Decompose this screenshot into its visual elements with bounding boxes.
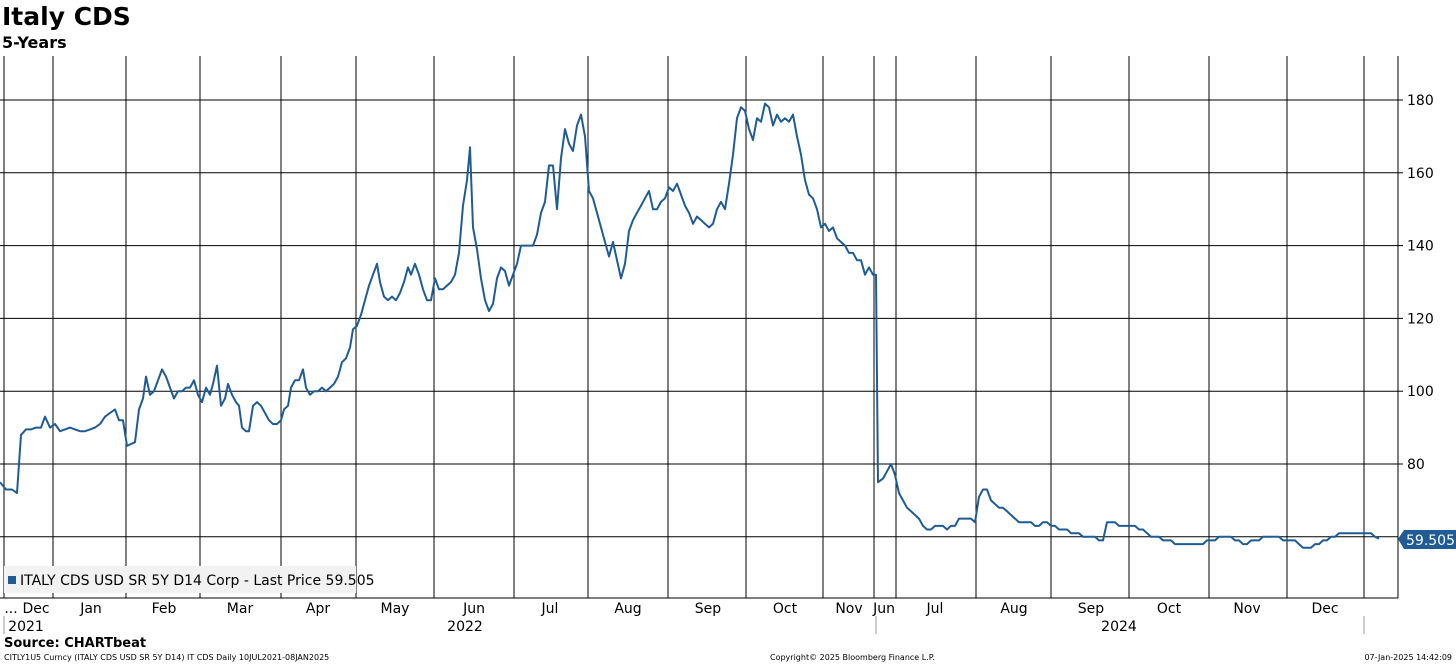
y-tick-label: 160: [1407, 166, 1434, 182]
x-axis-labels: ... Dec Jan Feb Mar Apr May Jun Jul Aug Sep Oct Nov J…: [3, 601, 1365, 635]
y-tick-label: 140: [1407, 239, 1434, 255]
x-month-label: ...: [4, 601, 17, 617]
x-month-label: Jun: [872, 601, 895, 617]
x-month-label: Dec: [22, 601, 49, 617]
x-month-label: Nov: [1233, 601, 1260, 617]
x-month-label: Oct: [1157, 601, 1182, 617]
x-year-label: 2021: [8, 619, 44, 635]
legend-label: ITALY CDS USD SR 5Y D14 Corp - Last Pric…: [20, 573, 375, 589]
chart-subtitle: 5-Years: [2, 33, 67, 52]
series-line-italy-cds: [0, 102, 1380, 549]
x-month-label: Jul: [926, 601, 944, 617]
y-tick-label: 100: [1407, 384, 1434, 400]
x-month-label: Jul: [541, 601, 559, 617]
source-label: Source: CHARTbeat: [4, 636, 147, 651]
y-axis-ticks: 80 100 120 140 160 180: [1398, 93, 1434, 473]
chart-title: Italy CDS: [2, 2, 131, 31]
y-tick-label: 180: [1407, 93, 1434, 109]
x-month-label: Aug: [614, 601, 641, 617]
x-year-label: 2022: [447, 619, 483, 635]
x-month-label: Aug: [1000, 601, 1027, 617]
legend: ITALY CDS USD SR 5Y D14 Corp - Last Pric…: [4, 566, 375, 593]
vertical-gridlines: [3, 56, 1365, 598]
x-month-label: May: [381, 601, 410, 617]
x-month-label: Oct: [773, 601, 798, 617]
footer-ticker-info: CITLY1U5 Curncy (ITALY CDS USD SR 5Y D14…: [4, 653, 330, 662]
y-tick-label: 120: [1407, 311, 1434, 327]
x-month-label: Jun: [462, 601, 485, 617]
x-month-label: Mar: [227, 601, 254, 617]
last-price-badge-shape: [1398, 530, 1456, 549]
footer-copyright: Copyright© 2025 Bloomberg Finance L.P.: [770, 653, 935, 662]
x-month-label: Sep: [695, 601, 722, 617]
footer-timestamp: 07-Jan-2025 14:42:09: [1364, 653, 1452, 662]
x-month-label: Nov: [835, 601, 862, 617]
x-month-label: Feb: [152, 601, 177, 617]
x-month-label: Dec: [1311, 601, 1338, 617]
y-tick-label: 80: [1407, 457, 1425, 473]
x-month-label: Sep: [1078, 601, 1105, 617]
x-month-label: Apr: [306, 601, 330, 617]
last-price-badge: 59.505: [1398, 530, 1456, 549]
last-price-badge-text: 59.505: [1406, 533, 1455, 549]
legend-swatch: [8, 576, 16, 584]
legend-box: [4, 566, 356, 593]
x-year-label: 2024: [1101, 619, 1137, 635]
x-month-label: Jan: [79, 601, 102, 617]
horizontal-gridlines: [0, 99, 1398, 538]
